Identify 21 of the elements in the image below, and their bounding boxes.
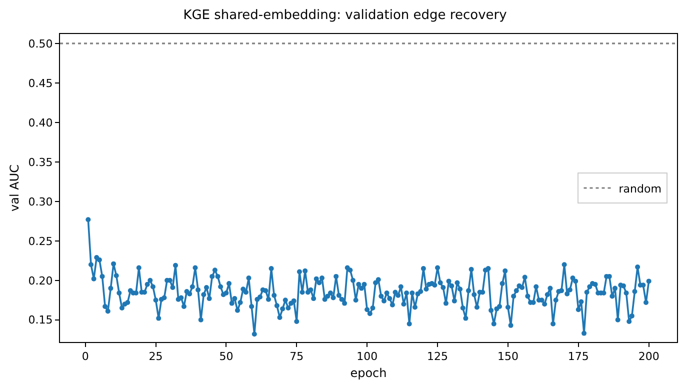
x-tick-label: 150	[497, 350, 518, 364]
y-axis-title: val AUC	[8, 164, 22, 212]
x-tick-label: 175	[568, 350, 589, 364]
y-tick-label: 0.40	[28, 116, 53, 130]
chart-title: KGE shared-embedding: validation edge recovery	[183, 8, 508, 23]
y-tick-label: 0.45	[28, 76, 53, 90]
x-tick-label: 50	[219, 350, 234, 364]
x-tick-label: 100	[356, 350, 378, 364]
y-tick-label: 0.30	[28, 195, 53, 208]
x-tick-label: 25	[148, 350, 163, 364]
y-tick-label: 0.50	[28, 37, 53, 50]
y-tick-label: 0.15	[28, 314, 53, 327]
x-tick-label: 75	[290, 350, 304, 364]
y-tick-label: 0.20	[28, 274, 53, 288]
y-tick-label: 0.35	[28, 156, 53, 169]
legend-label: random	[618, 182, 662, 196]
x-axis-title: epoch	[350, 366, 387, 380]
x-tick-label: 0	[82, 350, 89, 364]
y-tick-label: 0.25	[28, 234, 53, 248]
x-tick-label: 200	[638, 350, 660, 364]
x-tick-label: 125	[427, 350, 448, 364]
